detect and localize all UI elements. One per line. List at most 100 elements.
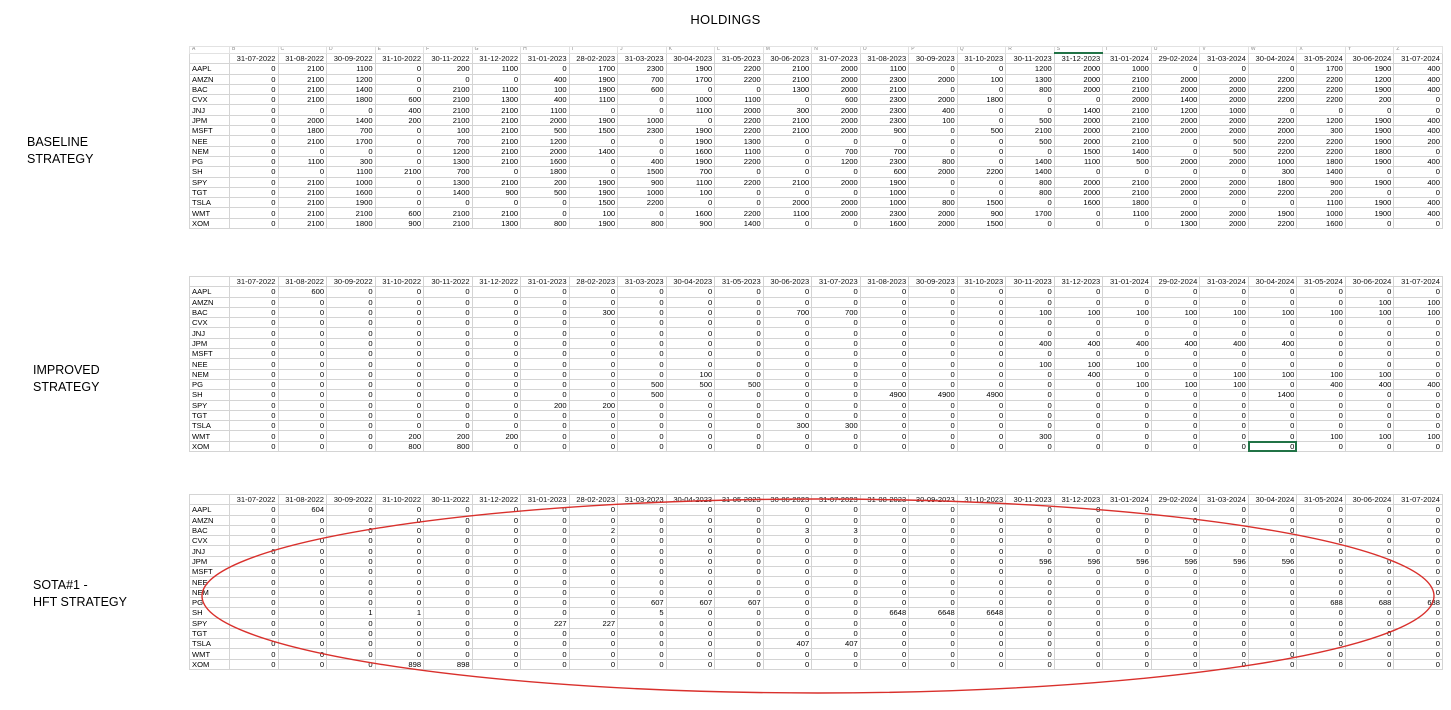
value-cell[interactable]: 0 <box>568 648 619 660</box>
value-cell[interactable]: 1900 <box>1344 207 1395 219</box>
value-cell[interactable]: 1100 <box>714 94 764 106</box>
value-cell[interactable]: 500 <box>665 378 716 391</box>
date-header-cell[interactable]: 31-07-2024 <box>1393 275 1443 288</box>
value-cell[interactable]: 2100 <box>471 125 522 137</box>
value-cell[interactable]: 0 <box>423 399 473 411</box>
value-cell[interactable]: 900 <box>471 186 522 199</box>
corner-cell[interactable] <box>188 275 231 288</box>
value-cell[interactable]: 0 <box>1199 358 1249 370</box>
value-cell[interactable]: 596 <box>1102 555 1152 568</box>
value-cell[interactable]: 0 <box>326 586 376 598</box>
value-cell[interactable]: 0 <box>520 296 570 308</box>
value-cell[interactable]: 0 <box>908 378 958 391</box>
value-cell[interactable]: 1100 <box>471 83 522 96</box>
value-cell[interactable]: 0 <box>229 514 279 526</box>
value-cell[interactable]: 0 <box>1296 607 1346 619</box>
ticker-cell[interactable]: MSFT <box>188 348 231 360</box>
ticker-cell[interactable]: SPY <box>188 176 231 188</box>
value-cell[interactable]: 900 <box>374 217 425 230</box>
value-cell[interactable]: 900 <box>665 217 716 230</box>
date-header-cell[interactable]: 31-10-2022 <box>374 493 425 506</box>
value-cell[interactable]: 0 <box>811 317 861 329</box>
value-cell[interactable]: 0 <box>762 317 813 329</box>
value-cell[interactable]: 2000 <box>1199 83 1249 96</box>
value-cell[interactable]: 0 <box>1247 317 1298 329</box>
value-cell[interactable]: 0 <box>520 358 570 370</box>
value-cell[interactable]: 0 <box>1102 389 1152 401</box>
value-cell[interactable]: 0 <box>956 535 1007 547</box>
value-cell[interactable]: 0 <box>956 358 1007 370</box>
ticker-cell[interactable]: CVX <box>188 535 231 547</box>
value-cell[interactable]: 0 <box>471 306 522 319</box>
value-cell[interactable]: 0 <box>423 368 473 380</box>
value-cell[interactable]: 0 <box>908 576 958 588</box>
date-header-cell[interactable]: 31-12-2022 <box>471 493 522 506</box>
value-cell[interactable]: 0 <box>714 197 764 209</box>
value-cell[interactable]: 0 <box>1199 524 1249 537</box>
value-cell[interactable]: 0 <box>762 337 813 350</box>
value-cell[interactable]: 0 <box>568 514 619 526</box>
ticker-cell[interactable]: AAPL <box>188 286 231 298</box>
value-cell[interactable]: 0 <box>1150 197 1201 209</box>
value-cell[interactable]: 0 <box>520 535 570 547</box>
value-cell[interactable]: 0 <box>1199 389 1249 401</box>
value-cell[interactable]: 0 <box>1150 627 1201 640</box>
value-cell[interactable]: 2000 <box>811 125 861 137</box>
value-cell[interactable]: 0 <box>1247 104 1298 116</box>
value-cell[interactable]: 2100 <box>277 83 328 96</box>
value-cell[interactable]: 0 <box>471 658 522 671</box>
date-header-cell[interactable]: 31-05-2023 <box>714 493 764 506</box>
value-cell[interactable]: 2100 <box>1102 125 1152 137</box>
date-header-cell[interactable]: 30-11-2023 <box>1005 275 1055 288</box>
value-cell[interactable]: 0 <box>617 638 667 650</box>
date-header-cell[interactable]: 30-04-2024 <box>1247 52 1298 65</box>
value-cell[interactable]: 2 <box>568 524 619 537</box>
value-cell[interactable]: 2200 <box>1296 135 1346 147</box>
value-cell[interactable]: 0 <box>1247 596 1298 609</box>
value-cell[interactable]: 0 <box>277 368 328 380</box>
value-cell[interactable]: 400 <box>1247 337 1298 350</box>
value-cell[interactable]: 898 <box>374 658 425 671</box>
value-cell[interactable]: 2000 <box>811 73 861 85</box>
value-cell[interactable]: 1100 <box>665 104 716 116</box>
value-cell[interactable]: 0 <box>471 348 522 360</box>
date-header-cell[interactable]: 30-06-2024 <box>1344 493 1395 506</box>
value-cell[interactable]: 2000 <box>908 73 958 85</box>
value-cell[interactable]: 0 <box>520 607 570 619</box>
value-cell[interactable]: 1900 <box>568 217 619 230</box>
ticker-cell[interactable]: AMZN <box>188 514 231 526</box>
value-cell[interactable]: 1600 <box>665 207 716 219</box>
value-cell[interactable]: 0 <box>423 627 473 640</box>
value-cell[interactable]: 0 <box>1247 420 1298 432</box>
value-cell[interactable]: 0 <box>617 514 667 526</box>
value-cell[interactable]: 0 <box>665 555 716 568</box>
value-cell[interactable]: 0 <box>665 409 716 422</box>
value-cell[interactable]: 0 <box>568 155 619 168</box>
value-cell[interactable]: 0 <box>665 430 716 442</box>
date-header-cell[interactable]: 30-11-2022 <box>423 275 473 288</box>
value-cell[interactable]: 0 <box>1005 514 1055 526</box>
value-cell[interactable]: 0 <box>956 186 1007 199</box>
value-cell[interactable]: 600 <box>859 166 910 178</box>
value-cell[interactable]: 1600 <box>1053 197 1104 209</box>
ticker-cell[interactable]: JNJ <box>188 104 231 116</box>
date-header-cell[interactable]: 31-07-2024 <box>1393 52 1443 65</box>
value-cell[interactable]: 0 <box>423 545 473 557</box>
value-cell[interactable]: 0 <box>908 135 958 147</box>
value-cell[interactable]: 0 <box>1150 524 1201 537</box>
ticker-cell[interactable]: SPY <box>188 617 231 629</box>
value-cell[interactable]: 700 <box>811 306 861 319</box>
value-cell[interactable]: 0 <box>908 327 958 339</box>
value-cell[interactable]: 0 <box>374 420 425 432</box>
value-cell[interactable]: 0 <box>277 524 328 537</box>
value-cell[interactable]: 0 <box>423 420 473 432</box>
value-cell[interactable]: 2200 <box>1247 94 1298 106</box>
value-cell[interactable]: 0 <box>1344 358 1395 370</box>
value-cell[interactable]: 0 <box>859 514 910 526</box>
value-cell[interactable]: 0 <box>908 658 958 671</box>
value-cell[interactable]: 0 <box>811 327 861 339</box>
value-cell[interactable]: 2200 <box>714 114 764 127</box>
value-cell[interactable]: 2100 <box>1102 186 1152 199</box>
value-cell[interactable]: 1300 <box>1005 73 1055 85</box>
value-cell[interactable]: 0 <box>665 607 716 619</box>
